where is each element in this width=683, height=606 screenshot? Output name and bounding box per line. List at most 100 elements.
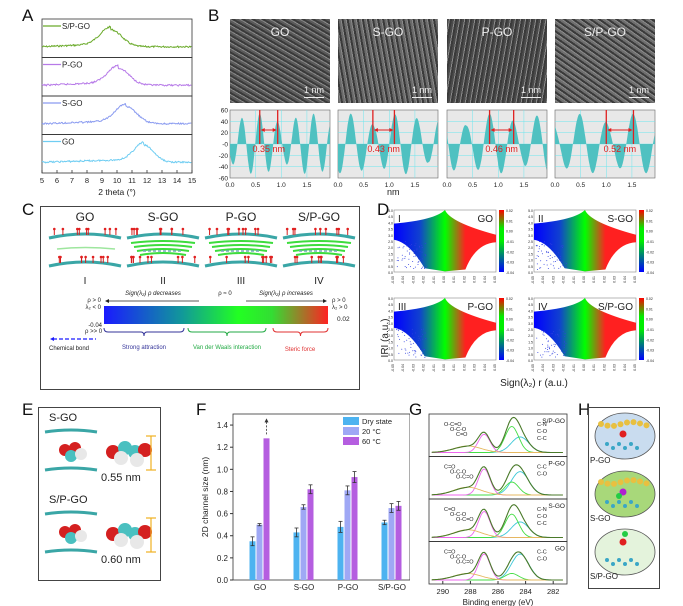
panel-name: GO [477, 214, 493, 225]
x-axis-label: nm [387, 187, 400, 197]
intercalation-model [44, 510, 156, 554]
profile-area [230, 113, 330, 174]
space-filling-atom [138, 525, 152, 539]
right-condition-2: λ₂ > 0 [332, 305, 348, 311]
y-axis-label: IRI (a.u.) [380, 319, 391, 358]
oxygen-atom [108, 227, 112, 231]
colorbar-tick-label: 0.01 [506, 307, 513, 311]
x-tick-label: 0.01 [592, 364, 596, 371]
scatter-point [420, 339, 422, 341]
y-tick-label: 4.5 [528, 215, 533, 219]
xps-peak-label: C-O [537, 557, 548, 563]
panel-numeral: III [398, 302, 406, 313]
oxygen-atom [247, 255, 250, 259]
vdw-isosurface [295, 252, 343, 256]
xps-peak-label: C-C [537, 550, 547, 556]
scatter-point [560, 350, 562, 352]
scatter-point [425, 255, 427, 257]
xps-peak-label: O-C-O [450, 512, 467, 518]
y-tick-label: 60 [221, 108, 229, 115]
oxygen-atom [158, 227, 162, 231]
graphene-sheet [48, 260, 122, 268]
oxygen-atom [170, 227, 174, 231]
scatter-point [554, 351, 556, 353]
panel-label-h: H [578, 400, 591, 419]
oxygen-atom [336, 255, 339, 259]
structure-numeral: IV [314, 276, 324, 287]
xps-chart: S/P-GOO-C=OO-C-OC=OC-NC-OC-CP-GOC=OO-C-O… [428, 413, 568, 606]
line-profile-chart: 0.43 nm 0.0 0.5 1.0 1.5 [333, 109, 439, 188]
legend-swatch [343, 427, 359, 435]
scatter-point [565, 342, 567, 344]
key-atom [619, 430, 627, 438]
scatter-point [565, 267, 567, 269]
molecule-label: S-GO [49, 412, 78, 424]
bonded-atom [622, 531, 628, 537]
space-filling-atom [130, 453, 144, 467]
y-tick-label: 1.0 [217, 465, 229, 474]
xrd-curve-go [41, 141, 192, 164]
scatter-point [397, 330, 399, 332]
chain-atom [629, 558, 633, 562]
scatter-point [549, 258, 551, 260]
xps-peak-label: O-C-O [450, 427, 467, 433]
tem-label: S-GO [372, 25, 404, 39]
x-tick-label: 0.04 [623, 364, 627, 371]
scatter-point [396, 260, 398, 262]
tem-image-go: GO 1 nm [230, 19, 330, 103]
colorbar-tick-label: -0.02 [646, 338, 654, 342]
chain-atom [611, 504, 615, 508]
scale-bar-label: 1 nm [303, 85, 324, 95]
oxygen-atom [101, 255, 105, 259]
spacing-label: 0.35 nm [252, 144, 285, 154]
scatter-point [418, 261, 420, 263]
scatter-point [404, 334, 406, 336]
graphene-sheet [44, 510, 98, 516]
gold-atom [617, 421, 624, 428]
chain-atom [617, 442, 621, 446]
x-tick-label: -0.02 [562, 364, 566, 372]
scatter-point [539, 354, 541, 356]
x-tick-label: 1.0 [602, 182, 611, 188]
scatter-point [538, 246, 540, 248]
scatter-point [420, 335, 422, 337]
scatter-point [559, 256, 561, 258]
molecule-size-label: 0.55 nm [101, 472, 141, 484]
vdw-isosurface [208, 240, 274, 244]
chain-atom [617, 558, 621, 562]
oxygen-atom [208, 227, 211, 231]
y-tick-label: 1.4 [217, 421, 229, 430]
y-tick-label: 5.0 [528, 209, 533, 213]
iri-scatter-cloud [394, 210, 496, 272]
scatter-point [537, 251, 539, 253]
scatter-point [558, 267, 560, 269]
scatter-point [553, 331, 555, 333]
scatter-point [396, 266, 398, 268]
scatter-point [415, 255, 417, 257]
steric-brace [272, 327, 329, 337]
scatter-point [564, 340, 566, 342]
scatter-point [556, 259, 558, 261]
profile-area [447, 113, 547, 174]
scatter-point [419, 250, 421, 252]
oxygen-atom [53, 227, 56, 231]
oxygen-atom [215, 227, 219, 231]
scatter-point [421, 244, 423, 246]
xps-peak-label: C-N [537, 422, 547, 428]
colorbar [499, 210, 504, 272]
panel-label-f: F [196, 400, 207, 419]
oxygen-atom [335, 227, 339, 231]
x-tick-label: 288 [464, 587, 477, 596]
x-tick-label: 0.03 [613, 276, 617, 283]
scatter-point [551, 257, 553, 259]
scatter-point [412, 350, 414, 352]
gold-atom [624, 477, 630, 484]
scatter-point [550, 263, 552, 265]
x-tick-label: 0.05 [633, 364, 637, 371]
y-tick-label: 3.0 [388, 322, 393, 326]
y-tick-label: 3.0 [388, 234, 393, 238]
colorbar-tick-label: -0.01 [506, 328, 514, 332]
y-tick-label: 5.0 [528, 297, 533, 301]
colorbar-tick-label: -0.03 [506, 261, 514, 265]
spacing-label: 0.43 nm [367, 144, 400, 154]
